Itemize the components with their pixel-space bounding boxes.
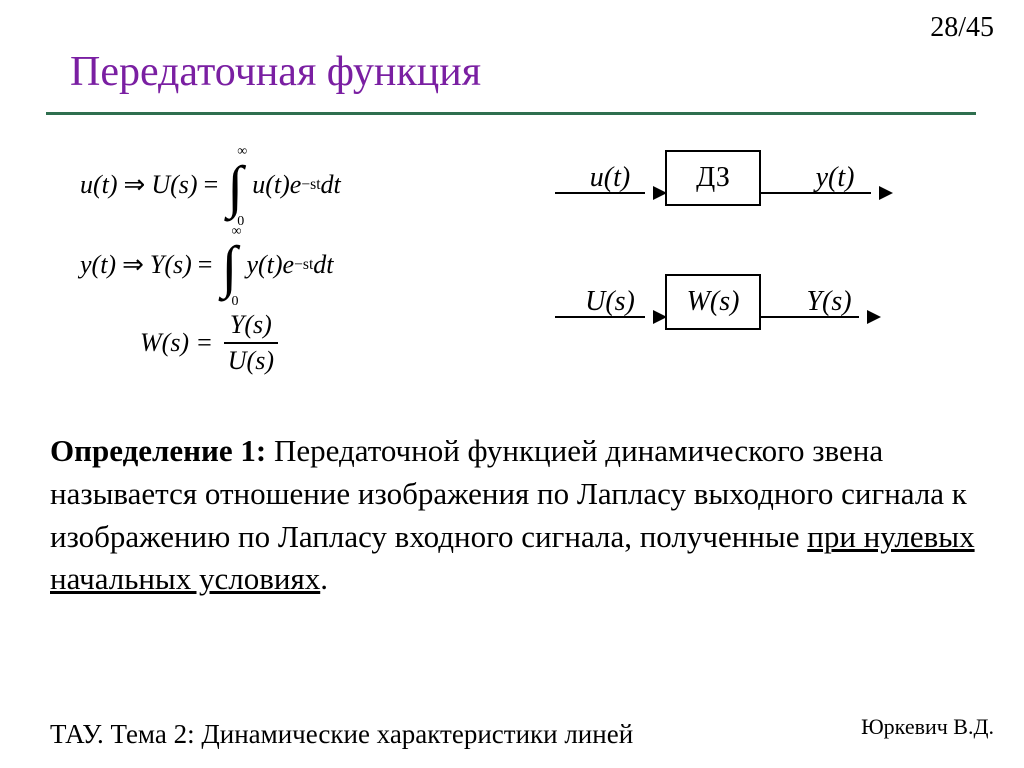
title-rule [46,112,976,115]
signal-in: u(t) [555,162,665,194]
signal-out: y(t) [761,162,891,194]
equations-block: u(t) ⇒ U(s) = ∞ ∫ 0 u(t)e−stdt y(t) ⇒ Y(… [80,150,490,386]
eq-lhs: u(t) [80,170,118,200]
block-box: W(s) [665,274,761,330]
eq-u-transform: u(t) ⇒ U(s) = ∞ ∫ 0 u(t)e−stdt [80,150,490,220]
eq-sign: = [192,250,219,280]
integral: ∞ ∫ 0 u(t)e−stdt [224,150,341,220]
frac-num: Y(s) [226,310,276,340]
integrand-exp: −st [301,176,320,194]
block-box: ДЗ [665,150,761,206]
integrand-a: y(t)e [246,250,294,280]
footer-author: Юркевич В.Д. [861,714,994,740]
integrand-b: dt [321,170,341,200]
definition-lead: Определение 1: [50,433,266,468]
block-diagrams: u(t) ДЗ y(t) U(s) [555,150,975,398]
page-number: 28/45 [930,12,994,44]
eq-sign: = [189,328,220,358]
diagram-laplace-domain: U(s) W(s) Y(s) [555,274,975,330]
eq-y-transform: y(t) ⇒ Y(s) = ∞ ∫ 0 y(t)e−stdt [80,230,490,300]
eq-target: Y(s) [150,250,192,280]
eq-sign: = [198,170,225,200]
eq-w-def: W(s) = Y(s) U(s) [140,310,490,376]
integrand-exp: −st [294,256,313,274]
integrand-a: u(t)e [252,170,301,200]
eq-lhs: W(s) [140,328,189,358]
integral-sign-icon: ∞ ∫ 0 [227,150,249,220]
fraction: Y(s) U(s) [220,310,282,376]
eq-target: U(s) [151,170,197,200]
implies-icon: ⇒ [116,250,150,280]
signal-in: U(s) [555,286,665,318]
integral-sign-icon: ∞ ∫ 0 [221,230,243,300]
diagram-time-domain: u(t) ДЗ y(t) [555,150,975,206]
arrow-right-icon [871,192,891,194]
definition-body-b: . [320,561,328,596]
definition-text: Определение 1: Передаточной функцией дин… [50,430,980,601]
arrow-right-icon [645,192,665,194]
slide-title: Передаточная функция [70,48,481,96]
slide: 28/45 Передаточная функция u(t) ⇒ U(s) =… [0,0,1024,768]
integrand-b: dt [313,250,333,280]
footer-topic: ТАУ. Тема 2: Динамические характеристики… [50,719,633,750]
arrow-right-icon [859,316,879,318]
arrow-right-icon [645,316,665,318]
integral: ∞ ∫ 0 y(t)e−stdt [218,230,333,300]
signal-out: Y(s) [761,286,879,318]
frac-den: U(s) [224,346,278,376]
implies-icon: ⇒ [118,170,152,200]
frac-bar [224,342,278,344]
eq-lhs: y(t) [80,250,116,280]
